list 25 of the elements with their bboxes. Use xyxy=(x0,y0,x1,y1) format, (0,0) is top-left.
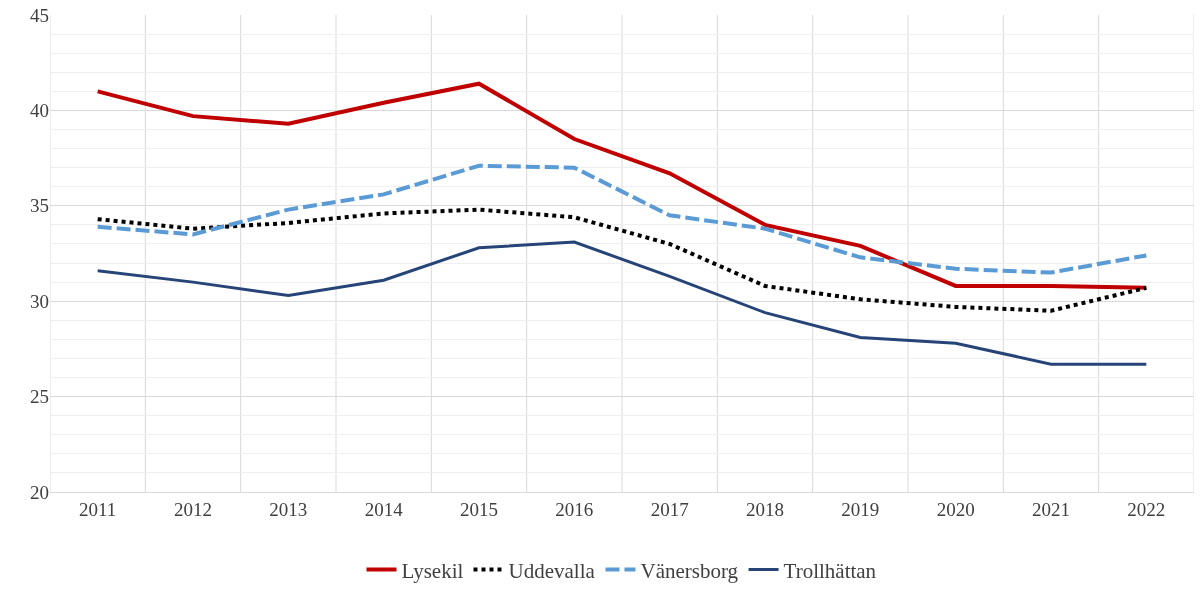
x-tick-label: 2012 xyxy=(174,498,212,520)
line-series xyxy=(95,207,1149,313)
legend-label: Lysekil xyxy=(401,558,464,583)
x-tick-label: 2019 xyxy=(841,498,880,520)
x-tick-label: 2016 xyxy=(555,498,594,520)
legend-label: Trollhättan xyxy=(783,558,877,583)
y-tick-label: 30 xyxy=(30,290,49,312)
x-tick-label: 2014 xyxy=(364,498,404,520)
line-series xyxy=(95,163,1149,275)
y-tick-label: 35 xyxy=(30,195,49,217)
x-tick-label: 2018 xyxy=(746,498,784,520)
y-tick-label: 45 xyxy=(30,4,49,26)
x-tick-label: 2022 xyxy=(1127,498,1166,520)
legend-label: Vänersborg xyxy=(640,558,739,583)
x-tick-label: 2020 xyxy=(936,498,975,520)
line-series xyxy=(96,240,1148,366)
x-tick-label: 2017 xyxy=(650,498,689,520)
x-tick-label: 2021 xyxy=(1032,498,1070,520)
x-tick-label: 2015 xyxy=(460,498,498,520)
x-tick-label: 2011 xyxy=(79,498,117,520)
y-tick-label: 25 xyxy=(30,386,49,408)
y-tick-label: 20 xyxy=(30,481,49,503)
x-tick-label: 2013 xyxy=(269,498,308,520)
legend-label: Uddevalla xyxy=(508,558,596,583)
y-tick-label: 40 xyxy=(30,100,49,122)
